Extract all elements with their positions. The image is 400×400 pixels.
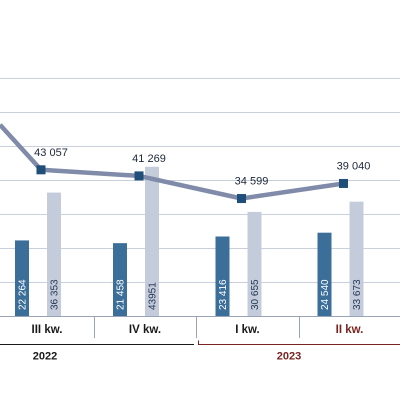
bar-value-label: 22 264 bbox=[18, 279, 29, 310]
category-label: I kw. bbox=[235, 324, 260, 336]
bar-value-label: 33 673 bbox=[352, 279, 363, 310]
line-marker bbox=[134, 171, 144, 181]
bar-value-label: 24 540 bbox=[320, 279, 331, 310]
bar bbox=[247, 211, 262, 316]
bars: 22 264 21 458 23 416 24 540 36 353 43951 30 65… bbox=[15, 166, 364, 316]
line-value-label: 41 269 bbox=[132, 153, 166, 165]
bar bbox=[145, 166, 159, 316]
bar bbox=[113, 243, 127, 316]
bar bbox=[317, 232, 332, 316]
bar bbox=[349, 201, 364, 316]
bar-value-label: 43951 bbox=[148, 282, 159, 310]
bar bbox=[15, 240, 29, 316]
category-axis: III kw. IV kw. I kw. II kw. bbox=[0, 316, 400, 338]
year-label: 2023 bbox=[277, 351, 301, 363]
line-marker bbox=[237, 194, 246, 204]
line-series: 43 057 41 269 34 599 39 040 bbox=[0, 123, 371, 204]
bar-value-label: 23 416 bbox=[218, 279, 229, 310]
line-marker bbox=[36, 165, 46, 175]
category-label: II kw. bbox=[336, 324, 364, 336]
year-label: 2022 bbox=[33, 351, 57, 363]
year-axis: 2022 2023 bbox=[0, 340, 400, 363]
line-value-label: 34 599 bbox=[235, 176, 269, 188]
line-marker bbox=[339, 178, 348, 188]
bar bbox=[215, 236, 230, 316]
line-value-label: 39 040 bbox=[337, 160, 371, 172]
bar bbox=[47, 192, 61, 316]
bar-value-label: 21 458 bbox=[116, 279, 127, 310]
bar-value-label: 30 655 bbox=[250, 279, 261, 310]
category-label: IV kw. bbox=[129, 324, 161, 336]
bar-value-label: 36 353 bbox=[50, 279, 61, 310]
line-value-label: 43 057 bbox=[34, 147, 68, 159]
category-label: III kw. bbox=[32, 324, 63, 336]
